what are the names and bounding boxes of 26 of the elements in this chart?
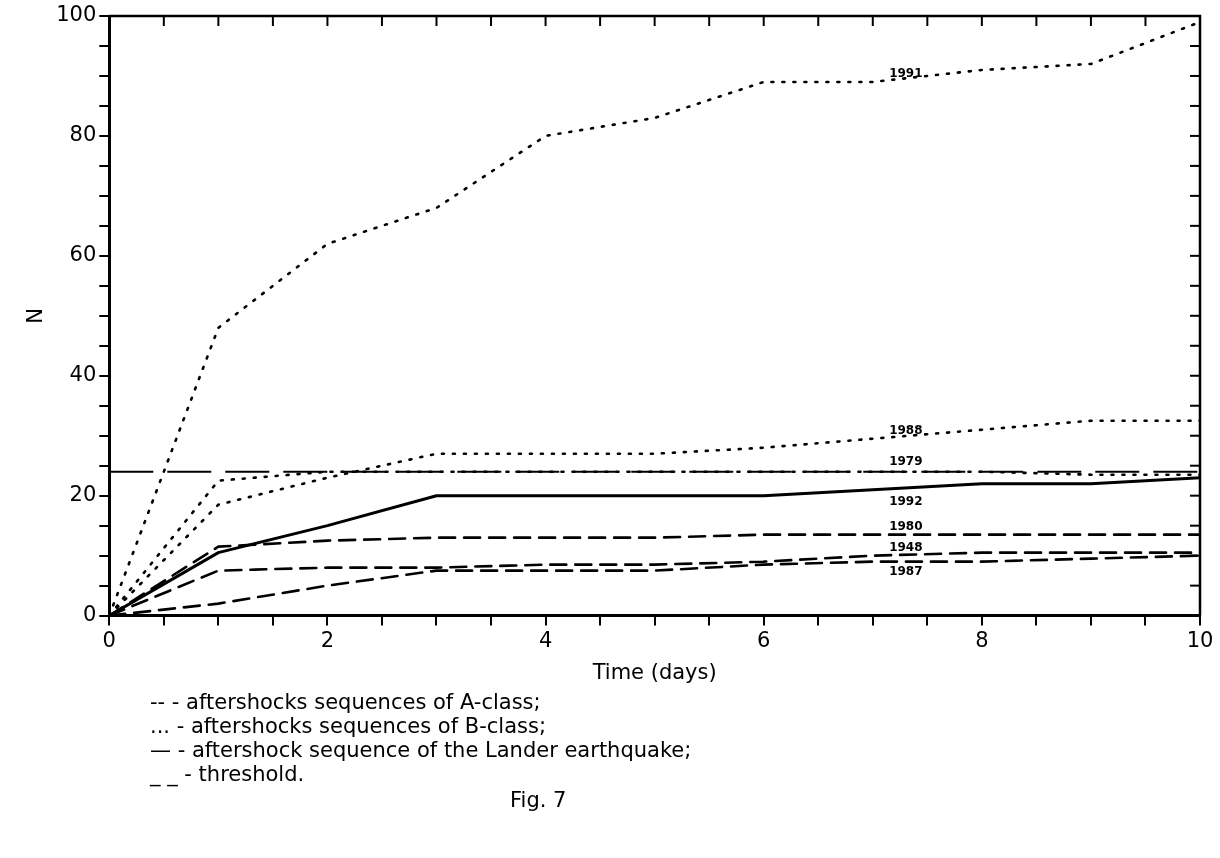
- x-tick-label: 8: [975, 627, 989, 652]
- y-tick-label: 0: [82, 602, 97, 627]
- x-tick-label: 0: [102, 627, 116, 652]
- caption: Fig. 7: [510, 788, 568, 812]
- series-label: 1979: [889, 453, 923, 468]
- y-tick-label: 100: [56, 2, 97, 27]
- text: -- - aftershocks sequences of A-class;: [150, 690, 542, 714]
- series-label: 1991: [889, 66, 923, 81]
- text: ... - aftershocks sequences of B-class;: [150, 714, 547, 738]
- text: — - aftershock sequence of the Lander earthquake;: [150, 738, 692, 762]
- series-label: 1992: [889, 493, 923, 508]
- y-axis-title: N: [23, 307, 48, 324]
- y-tick-label: 20: [69, 482, 97, 507]
- series-label: 1987: [889, 563, 923, 578]
- x-tick-label: 6: [757, 627, 771, 652]
- series-label: 1948: [889, 539, 923, 554]
- series-label: 1988: [889, 422, 923, 437]
- x-tick-label: 10: [1186, 627, 1214, 652]
- y-tick-label: 40: [69, 362, 97, 387]
- series-label: 1980: [889, 518, 923, 533]
- text: _ _ - threshold.: [150, 762, 306, 786]
- y-tick-label: 80: [69, 122, 97, 147]
- y-tick-label: 60: [69, 242, 97, 267]
- x-tick-label: 4: [538, 627, 553, 652]
- x-axis-title: Time (days): [591, 659, 717, 684]
- x-tick-label: 2: [320, 627, 335, 652]
